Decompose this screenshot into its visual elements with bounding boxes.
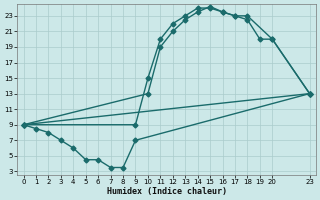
X-axis label: Humidex (Indice chaleur): Humidex (Indice chaleur): [107, 187, 227, 196]
